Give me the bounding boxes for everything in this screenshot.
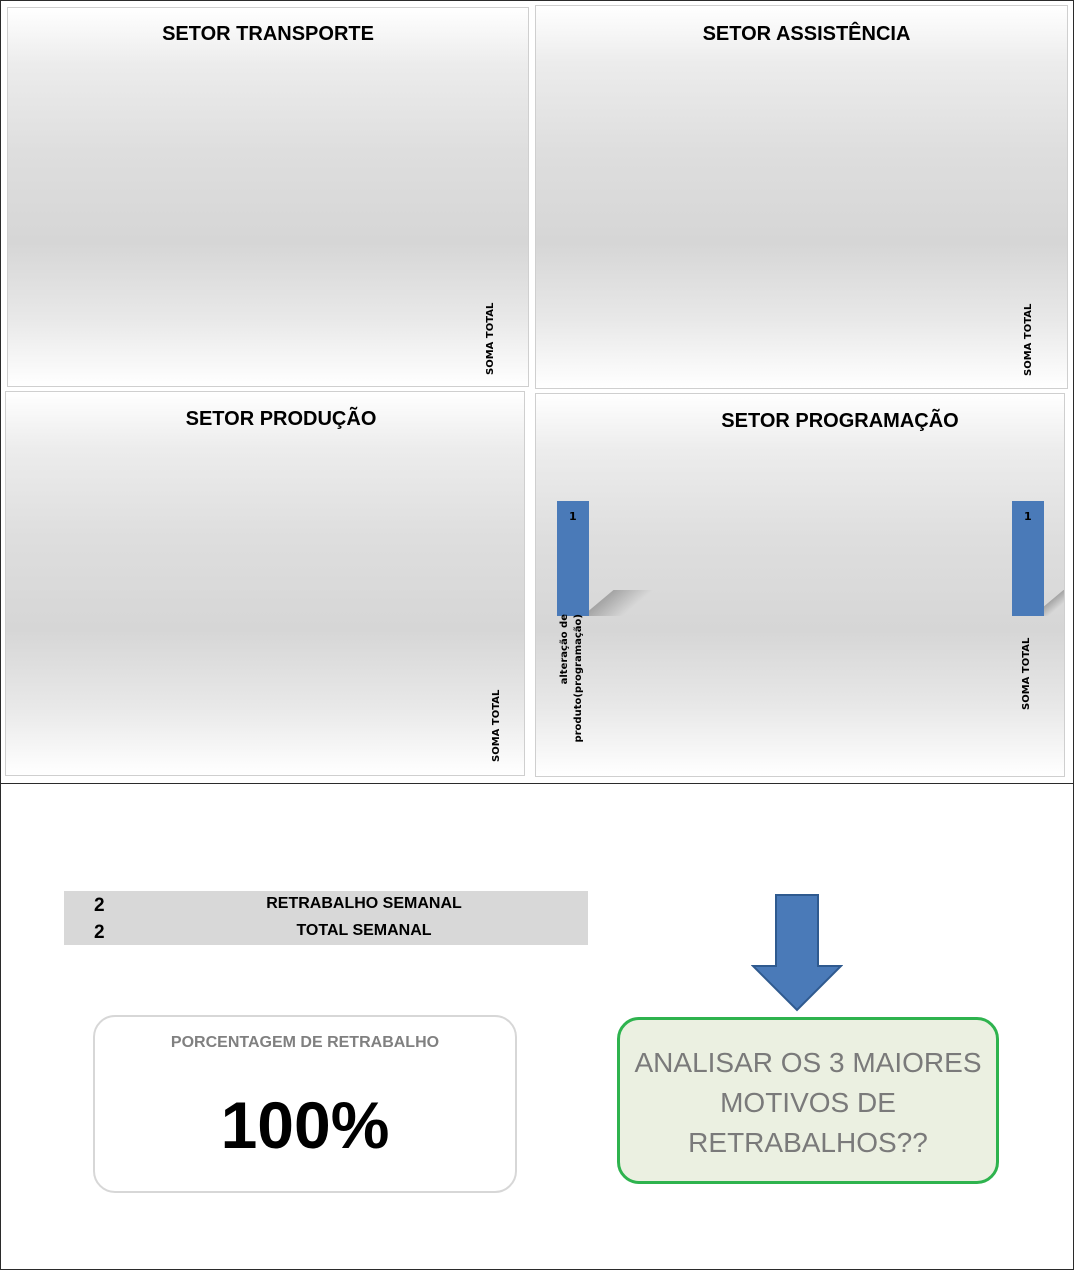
category-label: SOMA TOTAL — [485, 302, 496, 375]
summary-value: 2 — [94, 922, 105, 943]
chart-title: SETOR PRODUÇÃO — [185, 408, 377, 430]
chart-panel-producao: SETOR PRODUÇÃO SOMA TOTAL — [5, 391, 525, 776]
percentage-title: PORCENTAGEM DE RETRABALHO — [170, 1034, 440, 1051]
summary-table: 2 RETRABALHO SEMANAL 2 TOTAL SEMANAL — [64, 891, 588, 945]
summary-value: 2 — [94, 895, 105, 916]
down-arrow-icon — [751, 894, 843, 1012]
percentage-box: PORCENTAGEM DE RETRABALHO 100% — [93, 1015, 517, 1193]
chart-panel-transporte: SETOR TRANSPORTE SOMA TOTAL — [7, 7, 529, 387]
category-label: alteração de produto(programação) — [559, 614, 584, 743]
analysis-text: ANALISAR OS 3 MAIORES MOTIVOS DE RETRABA… — [634, 1047, 982, 1158]
bar-shadow — [582, 590, 654, 616]
bar-value-label: 1 — [569, 510, 577, 523]
bar-value-label: 1 — [1024, 510, 1032, 523]
category-label: SOMA TOTAL — [1023, 303, 1034, 376]
summary-row: 2 TOTAL SEMANAL — [64, 918, 588, 945]
chart-title: SETOR ASSISTÊNCIA — [702, 23, 911, 45]
analysis-callout: ANALISAR OS 3 MAIORES MOTIVOS DE RETRABA… — [617, 1017, 999, 1184]
summary-row: 2 RETRABALHO SEMANAL — [64, 891, 588, 918]
category-label: SOMA TOTAL — [1021, 637, 1032, 710]
summary-label: TOTAL SEMANAL — [296, 922, 432, 939]
chart-title: SETOR TRANSPORTE — [162, 23, 374, 45]
bar-soma-total — [1012, 501, 1044, 616]
chart-title: SETOR PROGRAMAÇÃO — [721, 410, 959, 432]
chart-panel-programacao: SETOR PROGRAMAÇÃO 1 alteração de produto… — [535, 393, 1065, 777]
summary-label: RETRABALHO SEMANAL — [266, 895, 462, 912]
section-divider — [0, 783, 1074, 784]
category-label: SOMA TOTAL — [491, 689, 502, 762]
percentage-value: 100% — [220, 1088, 390, 1162]
chart-panel-assistencia: SETOR ASSISTÊNCIA SOMA TOTAL — [535, 5, 1068, 389]
bar-alteracao-produto — [557, 501, 589, 616]
